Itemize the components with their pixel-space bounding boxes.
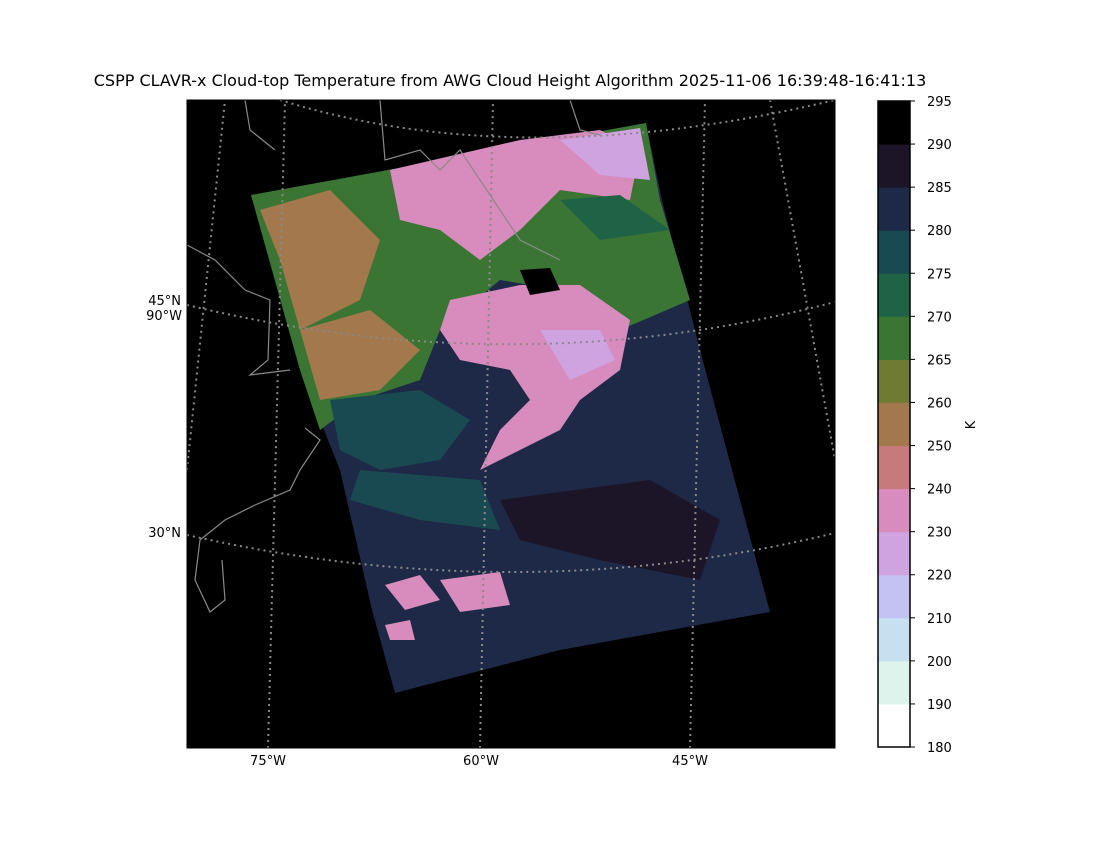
- colorbar-segment: [878, 574, 910, 619]
- colorbar-tick-label: 280: [927, 224, 952, 239]
- cloud-region: [390, 130, 640, 260]
- colorbar-tick-label: 230: [927, 526, 952, 541]
- colorbar-segment: [878, 230, 910, 274]
- colorbar-tick-label: 260: [927, 396, 952, 411]
- meridian: [187, 100, 226, 471]
- colorbar-tick-label: 200: [927, 655, 952, 670]
- cloud-region: [540, 330, 615, 380]
- colorbar-tick-label: 290: [927, 138, 952, 153]
- colorbar-tick-label: 265: [927, 353, 952, 368]
- colorbar-segment: [878, 359, 910, 403]
- colorbar-segment: [878, 187, 910, 231]
- coastline: [187, 244, 321, 613]
- lat-label: 30°N: [148, 526, 181, 541]
- clear-region: [520, 268, 560, 295]
- lon-label: 60°W: [463, 754, 499, 769]
- colorbar-tick-label: 190: [927, 698, 952, 713]
- colorbar-segment: [878, 273, 910, 317]
- colorbar-tick-label: 220: [927, 569, 952, 584]
- colorbar-segment: [878, 402, 910, 447]
- colorbar-tick-label: 275: [927, 267, 952, 282]
- lat-label: 45°N: [148, 294, 181, 309]
- map-frame: [186, 99, 836, 749]
- coastline: [244, 100, 601, 261]
- colorbar-tick-label: 295: [927, 95, 952, 110]
- cloud-region: [330, 390, 470, 470]
- colorbar-frame: [877, 100, 911, 748]
- colorbar-segment: [878, 617, 910, 662]
- colorbar-tick-label: 210: [927, 612, 952, 627]
- colorbar-segment: [878, 316, 910, 360]
- colorbar-segment: [878, 531, 910, 576]
- cloud-region: [385, 572, 510, 640]
- colorbar-segment: [878, 101, 910, 145]
- lat-label: 90°W: [146, 309, 182, 324]
- colorbar-segment: [878, 445, 910, 490]
- colorbar-label: K: [964, 420, 979, 429]
- title: CSPP CLAVR-x Cloud-top Temperature from …: [94, 71, 927, 90]
- lon-label: 75°W: [250, 754, 286, 769]
- meridian: [769, 100, 835, 461]
- parallel: [187, 532, 835, 573]
- meridian: [267, 100, 286, 748]
- colorbar-segment: [878, 703, 910, 748]
- cloud-region: [560, 195, 670, 240]
- colorbar-segment: [878, 660, 910, 705]
- meridian: [689, 100, 706, 748]
- colorbar-segment: [878, 144, 910, 188]
- colorbar-tick-label: 285: [927, 181, 952, 196]
- colorbar: 180 190 200 210 220 230 240 250 260 265 270 275 280 2…: [877, 95, 952, 756]
- meridian: [479, 100, 494, 748]
- cloud-region: [500, 480, 720, 580]
- colorbar-segment: [878, 488, 910, 533]
- colorbar-tick-label: 270: [927, 310, 952, 325]
- map: 75°W 60°W 45°W 45°N 90°W 30°N: [146, 99, 836, 769]
- lon-label: 45°W: [672, 754, 708, 769]
- colorbar-tick-label: 240: [927, 483, 952, 498]
- parallel: [187, 301, 835, 346]
- cloud-region: [260, 190, 380, 330]
- cloud-region: [560, 128, 650, 180]
- colorbar-tick-label: 180: [927, 741, 952, 756]
- cloud-region: [350, 470, 500, 530]
- colorbar-tick-label: 250: [927, 440, 952, 455]
- map-content: [187, 100, 835, 748]
